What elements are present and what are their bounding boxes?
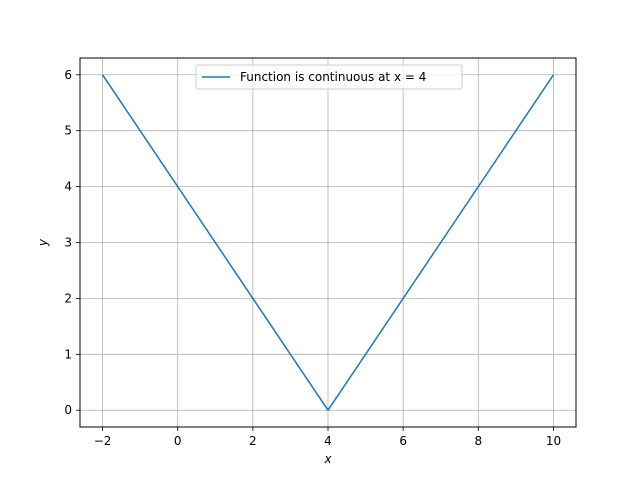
y-axis-ticks: 0 1 2 3 4 5 6 xyxy=(64,68,80,417)
grid-lines xyxy=(80,58,576,427)
y-tick-label: 2 xyxy=(64,291,72,305)
x-axis-label: x xyxy=(323,452,332,466)
series-line xyxy=(101,74,555,411)
x-tick-label: 8 xyxy=(474,434,482,448)
y-tick-label: 4 xyxy=(64,180,72,194)
y-tick-label: 5 xyxy=(64,124,72,138)
legend: Function is continuous at x = 4 xyxy=(195,64,463,90)
y-tick-label: 1 xyxy=(64,347,72,361)
x-tick-label: 2 xyxy=(249,434,257,448)
legend-box xyxy=(195,64,463,90)
x-tick-label: 4 xyxy=(324,434,332,448)
x-tick-label: 0 xyxy=(174,434,182,448)
y-tick-label: 3 xyxy=(64,236,72,250)
y-tick-label: 6 xyxy=(64,68,72,82)
x-tick-label: 6 xyxy=(399,434,407,448)
x-tick-label: 10 xyxy=(546,434,561,448)
y-tick-label: 0 xyxy=(64,403,72,417)
y-axis-label: y xyxy=(36,238,50,247)
series-layer xyxy=(101,74,555,411)
x-tick-label: −2 xyxy=(94,434,112,448)
x-axis-ticks: −2 0 2 4 6 8 10 xyxy=(94,427,561,448)
legend-entry-label: Function is continuous at x = 4 xyxy=(240,70,426,84)
